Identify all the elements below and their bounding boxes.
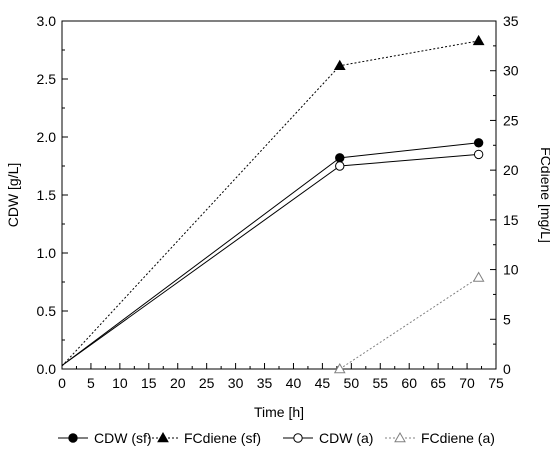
series-fcdiene-a [333, 271, 485, 374]
legend-marker-fcdiene-a [394, 431, 406, 443]
x-tick-label: 20 [170, 375, 186, 391]
x-tick-label: 5 [87, 375, 95, 391]
x-tick-label: 60 [401, 375, 417, 391]
right-y-tick-label: 15 [503, 212, 519, 228]
x-tick-label: 15 [141, 375, 157, 391]
series-layer [61, 34, 485, 374]
x-tick-label: 10 [112, 375, 128, 391]
x-tick-label: 70 [459, 375, 475, 391]
left-y-tick-label: 1.5 [37, 187, 57, 203]
series-cdw-a [61, 149, 484, 366]
legend-marker-cdw-sf [68, 433, 78, 443]
series-fcdiene-sf [61, 34, 485, 367]
series-line-cdw-a [61, 153, 479, 366]
data-point-fcdiene-sf [333, 59, 346, 70]
legend: CDW (sf) FCdiene (sf) CDW (a) FCdiene (a) [58, 430, 495, 446]
right-y-tick-label: 35 [503, 13, 519, 29]
legend-label-cdw-a: CDW (a) [319, 430, 373, 446]
x-axis-title: Time [h] [254, 404, 304, 420]
left-y-tick-label: 0.5 [37, 303, 57, 319]
data-point-cdw-a [335, 161, 345, 171]
left-y-axis-title: CDW [g/L] [5, 163, 21, 228]
right-y-axis-title: FCdiene [mg/L] [538, 147, 550, 243]
right-y-tick-label: 10 [503, 262, 519, 278]
data-point-cdw-sf [335, 153, 345, 163]
right-y-tick-label: 25 [503, 112, 519, 128]
x-tick-label: 35 [257, 375, 273, 391]
right-y-tick-label: 0 [503, 361, 511, 377]
x-tick-label: 65 [430, 375, 446, 391]
x-tick-label: 55 [372, 375, 388, 391]
right-y-tick-label: 30 [503, 63, 519, 79]
right-y-tick-label: 5 [503, 311, 511, 327]
x-tick-label: 40 [286, 375, 302, 391]
left-y-tick-label: 1.0 [37, 245, 57, 261]
left-y-tick-label: 2.0 [37, 129, 57, 145]
right-y-axis-ticks: 0 5 10 15 20 25 30 35 [490, 13, 519, 377]
series-line-fcdiene-sf [61, 40, 479, 367]
data-point-fcdiene-sf [472, 34, 485, 46]
right-y-tick-label: 20 [503, 162, 519, 178]
data-point-fcdiene-a [333, 362, 346, 374]
series-line-fcdiene-a [339, 277, 479, 370]
legend-label-fcdiene-a: FCdiene (a) [421, 430, 495, 446]
x-tick-label: 30 [228, 375, 244, 391]
legend-marker-fcdiene-sf [157, 431, 169, 443]
x-tick-label: 0 [58, 375, 66, 391]
legend-label-fcdiene-sf: FCdiene (sf) [184, 430, 261, 446]
series-line-cdw-sf [61, 142, 479, 366]
x-tick-label: 25 [199, 375, 215, 391]
x-axis-ticks: 0 5 10 15 20 25 30 35 40 45 50 55 60 65 70 75 [58, 363, 504, 391]
x-tick-label: 50 [344, 375, 360, 391]
legend-label-cdw-sf: CDW (sf) [94, 430, 152, 446]
series-cdw-sf [61, 138, 484, 366]
left-y-tick-label: 0.0 [37, 361, 57, 377]
left-y-axis-ticks: 0.0 0.5 1.0 1.5 2.0 2.5 3.0 [37, 13, 68, 377]
data-point-cdw-a [473, 149, 484, 160]
legend-marker-cdw-a [293, 433, 303, 443]
left-y-tick-label: 3.0 [37, 13, 57, 29]
left-y-tick-label: 2.5 [37, 71, 57, 87]
x-tick-label: 75 [488, 375, 504, 391]
x-tick-label: 45 [315, 375, 331, 391]
data-point-cdw-sf [473, 138, 484, 148]
data-point-fcdiene-a [472, 271, 485, 282]
